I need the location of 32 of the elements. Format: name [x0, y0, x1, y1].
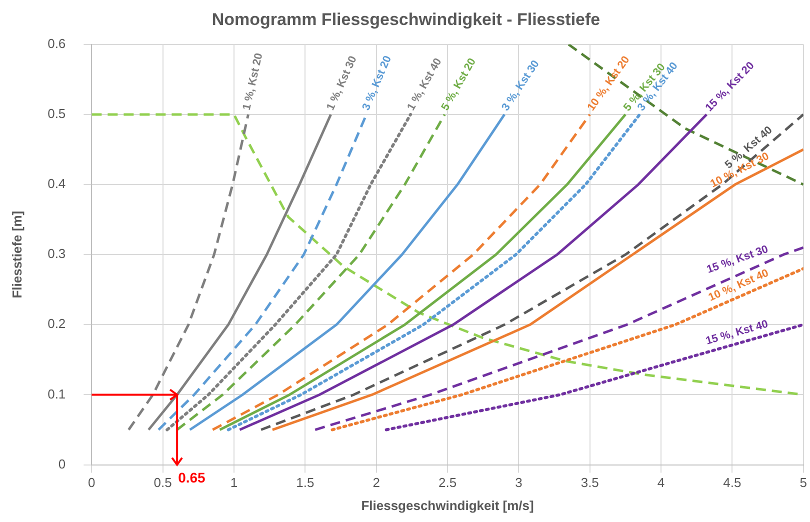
line-series [166, 112, 412, 432]
x-tick-label: 4.5 [723, 475, 742, 490]
x-tick-label: 1.5 [296, 475, 314, 490]
y-tick-label: 0.6 [48, 36, 66, 51]
y-tick-label: 0.1 [48, 386, 66, 402]
text: 1 %, Kst 30 [324, 54, 360, 112]
x-tick-label: 0.5 [154, 475, 172, 490]
x-tick-label: 4 [657, 475, 665, 490]
x-tick-label: 5 [800, 475, 807, 490]
y-axis-title: Fliesstiefe [m] [9, 210, 24, 298]
text: 5 %, Kst 20 [439, 56, 478, 113]
text: 3 %, Kst 30 [500, 58, 542, 114]
y-tick-label: 0.3 [48, 246, 66, 262]
x-tick-label: 3.5 [580, 475, 599, 490]
text: 3 %, Kst 20 [360, 54, 394, 112]
x-tick-label: 3 [515, 475, 522, 490]
y-tick-label: 0.5 [48, 106, 66, 122]
x-tick-label: 0 [88, 475, 96, 490]
text: 1 %, Kst 20 [240, 52, 266, 112]
text: 15 %, Kst 20 [703, 60, 757, 114]
x-tick-label: 1 [230, 475, 238, 490]
chart-title: Nomogramm Fliessgeschwindigkeit - Fliesstiefe [212, 10, 600, 29]
y-tick-label: 0.4 [48, 176, 66, 192]
text: 15 %, Kst 40 [704, 318, 770, 348]
line-series [176, 113, 446, 432]
y-tick-label: 0 [58, 456, 66, 472]
line-series [127, 113, 250, 432]
x-tick-label: 2 [372, 475, 380, 490]
annotation: 0.65 [178, 470, 206, 486]
y-tick-label: 0.2 [48, 316, 66, 332]
x-axis-title: Fliessgeschwindigkeit [m/s] [361, 498, 534, 513]
x-tick-label: 2.5 [438, 475, 457, 490]
